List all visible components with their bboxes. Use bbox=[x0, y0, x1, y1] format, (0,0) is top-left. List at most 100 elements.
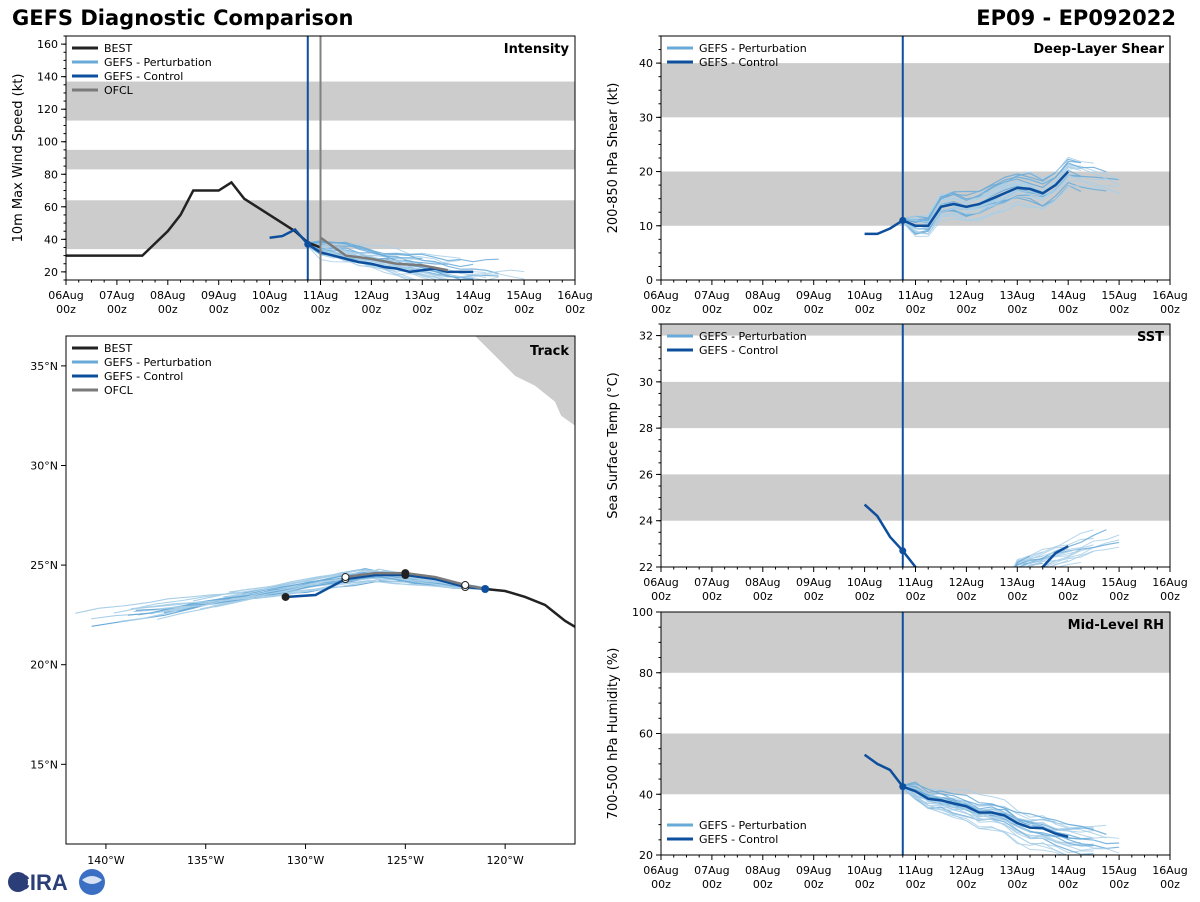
perturbation-line bbox=[1021, 548, 1069, 567]
rh-panel: 2040608010006Aug00z07Aug00z08Aug00z09Aug… bbox=[606, 606, 1188, 891]
y-tick-label: 20 bbox=[639, 166, 653, 179]
x-tick-label: 00z bbox=[804, 590, 824, 603]
x-tick-label: 12Aug bbox=[949, 289, 984, 302]
x-tick-label: 07Aug bbox=[694, 576, 729, 589]
perturbation-line bbox=[1014, 546, 1069, 567]
x-tick-label: 11Aug bbox=[898, 576, 933, 589]
x-tick-label: 12Aug bbox=[354, 289, 389, 302]
x-tick-label: 09Aug bbox=[796, 576, 831, 589]
sst-panel: 22242628303206Aug00z07Aug00z08Aug00z09Au… bbox=[606, 323, 1188, 603]
track-point bbox=[341, 573, 350, 582]
x-tick-label: 00z bbox=[1007, 590, 1027, 603]
x-tick-label: 00z bbox=[804, 878, 824, 891]
x-tick-label: 15Aug bbox=[1101, 289, 1136, 302]
perturbation-line bbox=[902, 784, 1120, 839]
perturbation-track bbox=[130, 580, 489, 610]
x-tick-label: 09Aug bbox=[796, 864, 831, 877]
y-axis-label: 200-850 hPa Shear (kt) bbox=[606, 83, 621, 234]
x-tick-label: 11Aug bbox=[898, 289, 933, 302]
x-tick-label: 00z bbox=[753, 878, 773, 891]
x-tick-label: 00z bbox=[158, 303, 178, 316]
y-tick-label: 25°N bbox=[30, 559, 58, 572]
x-tick-label: 00z bbox=[651, 303, 671, 316]
legend-label: GEFS - Control bbox=[699, 56, 778, 69]
perturbation-line bbox=[1015, 539, 1120, 567]
x-tick-label: 11Aug bbox=[303, 289, 338, 302]
panel-title: SST bbox=[1137, 330, 1164, 345]
perturbation-line bbox=[902, 783, 1107, 839]
x-tick-label: 12Aug bbox=[949, 864, 984, 877]
perturbation-line bbox=[902, 785, 1018, 820]
legend-label: GEFS - Perturbation bbox=[104, 56, 212, 69]
legend-label: GEFS - Control bbox=[699, 344, 778, 357]
x-tick-label: 130°W bbox=[287, 854, 324, 867]
x-tick-label: 11Aug bbox=[898, 864, 933, 877]
x-tick-label: 00z bbox=[906, 878, 926, 891]
shear-plot-area bbox=[661, 63, 1170, 237]
perturbation-line bbox=[1048, 546, 1120, 567]
figure-title: GEFS Diagnostic Comparison bbox=[12, 6, 354, 30]
legend-label: GEFS - Perturbation bbox=[104, 356, 212, 369]
axes-frame bbox=[660, 323, 1171, 568]
y-tick-label: 20 bbox=[639, 849, 653, 862]
track-init-point bbox=[481, 585, 490, 594]
legend-label: GEFS - Control bbox=[104, 370, 183, 383]
legend-label: BEST bbox=[104, 342, 132, 355]
perturbation-line bbox=[1015, 541, 1120, 567]
track-point bbox=[461, 581, 470, 590]
y-tick-label: 100 bbox=[632, 606, 653, 619]
legend-label: OFCL bbox=[104, 384, 134, 397]
x-tick-label: 00z bbox=[1007, 303, 1027, 316]
threshold-band bbox=[661, 324, 1170, 336]
y-tick-label: 30 bbox=[639, 376, 653, 389]
x-tick-label: 00z bbox=[1109, 878, 1129, 891]
y-tick-label: 26 bbox=[639, 468, 653, 481]
x-tick-label: 10Aug bbox=[847, 576, 882, 589]
threshold-band bbox=[661, 381, 1170, 429]
init-point bbox=[304, 240, 312, 248]
x-tick-label: 00z bbox=[362, 303, 382, 316]
perturbation-line bbox=[902, 783, 1107, 835]
legend-label: GEFS - Perturbation bbox=[699, 330, 807, 343]
x-tick-label: 135°W bbox=[187, 854, 224, 867]
x-tick-label: 00z bbox=[702, 878, 722, 891]
x-tick-label: 16Aug bbox=[1152, 289, 1187, 302]
y-tick-label: 80 bbox=[639, 667, 653, 680]
x-tick-label: 12Aug bbox=[949, 576, 984, 589]
x-tick-label: 125°W bbox=[387, 854, 424, 867]
y-tick-label: 60 bbox=[44, 201, 58, 214]
y-tick-label: 30°N bbox=[30, 459, 58, 472]
shear-panel: 01020304006Aug00z07Aug00z08Aug00z09Aug00… bbox=[606, 35, 1188, 316]
legend-label: GEFS - Control bbox=[104, 70, 183, 83]
x-tick-label: 09Aug bbox=[201, 289, 236, 302]
storm-id-title: EP09 - EP092022 bbox=[976, 6, 1176, 30]
perturbation-track bbox=[135, 575, 480, 611]
x-tick-label: 15Aug bbox=[1101, 864, 1136, 877]
gefs-control-line bbox=[269, 228, 474, 274]
perturbation-line bbox=[902, 185, 1120, 237]
x-tick-label: 15Aug bbox=[506, 289, 541, 302]
x-tick-label: 08Aug bbox=[745, 576, 780, 589]
y-axis-label: 700-500 hPa Humidity (%) bbox=[606, 648, 621, 820]
y-tick-label: 100 bbox=[37, 136, 58, 149]
y-tick-label: 20 bbox=[44, 266, 58, 279]
track-point bbox=[401, 569, 410, 578]
x-tick-label: 00z bbox=[107, 303, 127, 316]
gefs-control-track bbox=[285, 573, 486, 599]
threshold-band bbox=[661, 612, 1170, 673]
x-tick-label: 00z bbox=[1058, 303, 1078, 316]
cira-logo: CIRA bbox=[6, 866, 106, 902]
legend-label: OFCL bbox=[104, 84, 134, 97]
y-tick-label: 10 bbox=[639, 220, 653, 233]
y-tick-label: 40 bbox=[639, 788, 653, 801]
perturbation-line bbox=[902, 787, 1094, 833]
panel-title: Intensity bbox=[504, 42, 570, 57]
y-tick-label: 28 bbox=[639, 422, 653, 435]
track-plot-area bbox=[75, 336, 575, 628]
y-tick-label: 35°N bbox=[30, 360, 58, 373]
x-tick-label: 00z bbox=[56, 303, 76, 316]
y-tick-label: 160 bbox=[37, 38, 58, 51]
x-tick-label: 13Aug bbox=[1000, 576, 1035, 589]
gefs-control-late-line bbox=[1039, 545, 1069, 567]
perturbation-line bbox=[902, 174, 1120, 230]
